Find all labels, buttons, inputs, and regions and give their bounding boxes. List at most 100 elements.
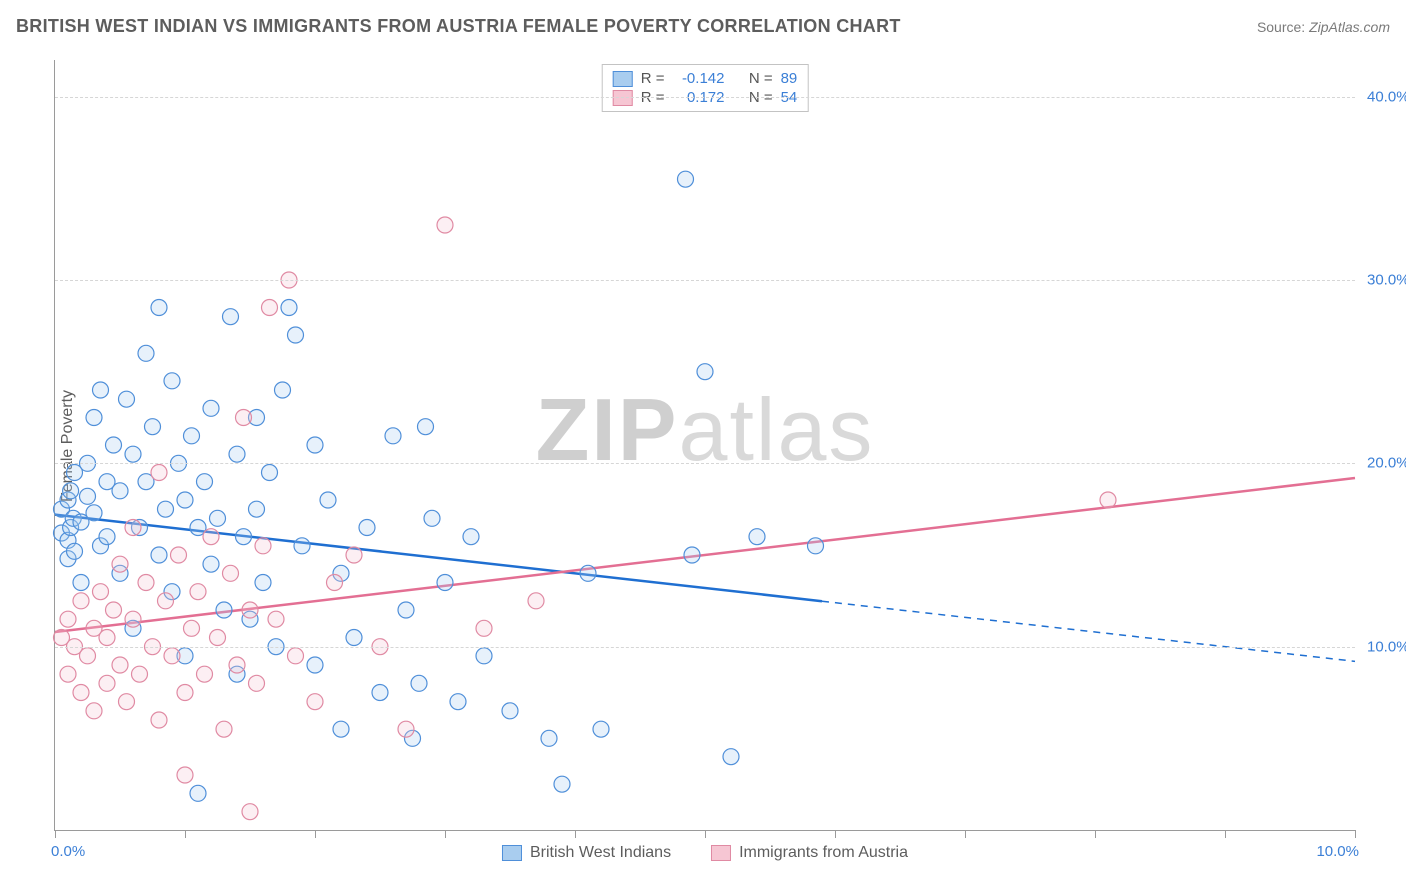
data-point	[80, 648, 96, 664]
data-point	[307, 657, 323, 673]
data-point	[346, 547, 362, 563]
data-point	[73, 575, 89, 591]
data-point	[151, 712, 167, 728]
trend-line-extrapolated	[822, 601, 1355, 661]
data-point	[236, 529, 252, 545]
data-point	[281, 300, 297, 316]
y-tick-label: 20.0%	[1357, 455, 1406, 472]
data-point	[177, 767, 193, 783]
data-point	[580, 565, 596, 581]
data-point	[684, 547, 700, 563]
data-point	[119, 391, 135, 407]
data-point	[216, 602, 232, 618]
x-tick	[965, 830, 966, 838]
legend-swatch	[502, 845, 522, 861]
data-point	[1100, 492, 1116, 508]
data-point	[203, 529, 219, 545]
data-point	[177, 685, 193, 701]
data-point	[307, 694, 323, 710]
legend-label: Immigrants from Austria	[739, 844, 908, 862]
data-point	[99, 675, 115, 691]
data-point	[67, 543, 83, 559]
gridline	[55, 97, 1355, 98]
x-axis-min-label: 0.0%	[51, 843, 85, 860]
data-point	[385, 428, 401, 444]
data-point	[106, 602, 122, 618]
data-point	[125, 446, 141, 462]
data-point	[119, 694, 135, 710]
legend-swatch	[613, 71, 633, 87]
data-point	[151, 547, 167, 563]
data-point	[184, 428, 200, 444]
data-point	[197, 474, 213, 490]
data-point	[262, 465, 278, 481]
data-point	[112, 483, 128, 499]
legend-stats-box: R =-0.142 N = 89R =0.172 N = 54	[602, 64, 809, 112]
data-point	[93, 382, 109, 398]
x-tick	[185, 830, 186, 838]
data-point	[190, 785, 206, 801]
data-point	[359, 520, 375, 536]
x-tick	[1355, 830, 1356, 838]
data-point	[749, 529, 765, 545]
x-tick	[705, 830, 706, 838]
data-point	[171, 547, 187, 563]
data-point	[463, 529, 479, 545]
data-point	[164, 373, 180, 389]
data-point	[593, 721, 609, 737]
data-point	[73, 593, 89, 609]
data-point	[151, 465, 167, 481]
data-point	[723, 749, 739, 765]
legend-item: Immigrants from Austria	[711, 844, 908, 862]
data-point	[223, 309, 239, 325]
data-point	[164, 648, 180, 664]
data-point	[327, 575, 343, 591]
data-point	[223, 565, 239, 581]
legend-label: British West Indians	[530, 844, 671, 862]
data-point	[541, 730, 557, 746]
data-point	[333, 721, 349, 737]
source-prefix: Source:	[1257, 19, 1309, 35]
chart-header: BRITISH WEST INDIAN VS IMMIGRANTS FROM A…	[16, 16, 1390, 37]
scatter-plot: ZIPatlas R =-0.142 N = 89R =0.172 N = 54…	[54, 60, 1355, 831]
x-tick	[1225, 830, 1226, 838]
data-point	[99, 630, 115, 646]
data-point	[249, 501, 265, 517]
data-point	[320, 492, 336, 508]
x-tick	[835, 830, 836, 838]
data-point	[60, 666, 76, 682]
data-point	[476, 620, 492, 636]
data-point	[307, 437, 323, 453]
data-point	[418, 419, 434, 435]
data-point	[678, 171, 694, 187]
data-point	[255, 538, 271, 554]
chart-svg	[55, 60, 1355, 830]
data-point	[450, 694, 466, 710]
gridline	[55, 463, 1355, 464]
data-point	[236, 410, 252, 426]
data-point	[177, 492, 193, 508]
data-point	[80, 488, 96, 504]
data-point	[86, 505, 102, 521]
data-point	[242, 602, 258, 618]
data-point	[346, 630, 362, 646]
data-point	[86, 410, 102, 426]
data-point	[262, 300, 278, 316]
data-point	[158, 593, 174, 609]
data-point	[437, 575, 453, 591]
data-point	[184, 620, 200, 636]
data-point	[528, 593, 544, 609]
data-point	[229, 446, 245, 462]
x-tick	[445, 830, 446, 838]
data-point	[63, 483, 79, 499]
data-point	[808, 538, 824, 554]
data-point	[372, 685, 388, 701]
data-point	[138, 575, 154, 591]
data-point	[138, 345, 154, 361]
legend-stats-row: R =-0.142 N = 89	[613, 69, 798, 88]
y-tick-label: 40.0%	[1357, 88, 1406, 105]
gridline	[55, 280, 1355, 281]
data-point	[93, 584, 109, 600]
data-point	[242, 804, 258, 820]
stat-n-label: N =	[749, 70, 773, 87]
